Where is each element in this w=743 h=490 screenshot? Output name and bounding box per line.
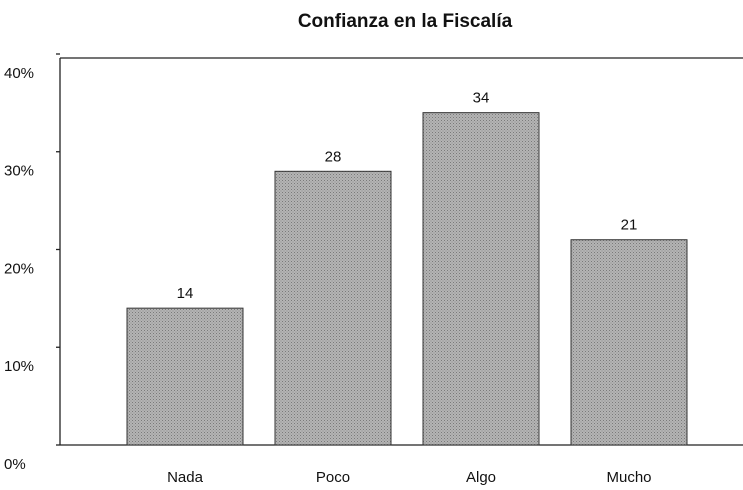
x-tick-label: Mucho <box>606 469 651 486</box>
y-tick-label: 10% <box>4 358 34 375</box>
bar <box>422 112 540 446</box>
value-label: 21 <box>621 217 638 234</box>
value-label: 34 <box>473 90 490 107</box>
y-tick-label: 40% <box>4 65 34 82</box>
value-label: 28 <box>325 148 342 165</box>
y-tick-label: 30% <box>4 163 34 180</box>
y-tick-label: 0% <box>4 456 26 473</box>
x-tick-label: Algo <box>466 469 496 486</box>
chart-title: Confianza en la Fiscalía <box>298 11 513 32</box>
x-tick-label: Poco <box>316 469 350 486</box>
value-label: 14 <box>177 285 194 302</box>
bar <box>126 307 244 446</box>
bar <box>570 239 688 446</box>
x-tick-label: Nada <box>167 469 204 486</box>
bar <box>274 170 392 446</box>
y-tick-label: 20% <box>4 260 34 277</box>
